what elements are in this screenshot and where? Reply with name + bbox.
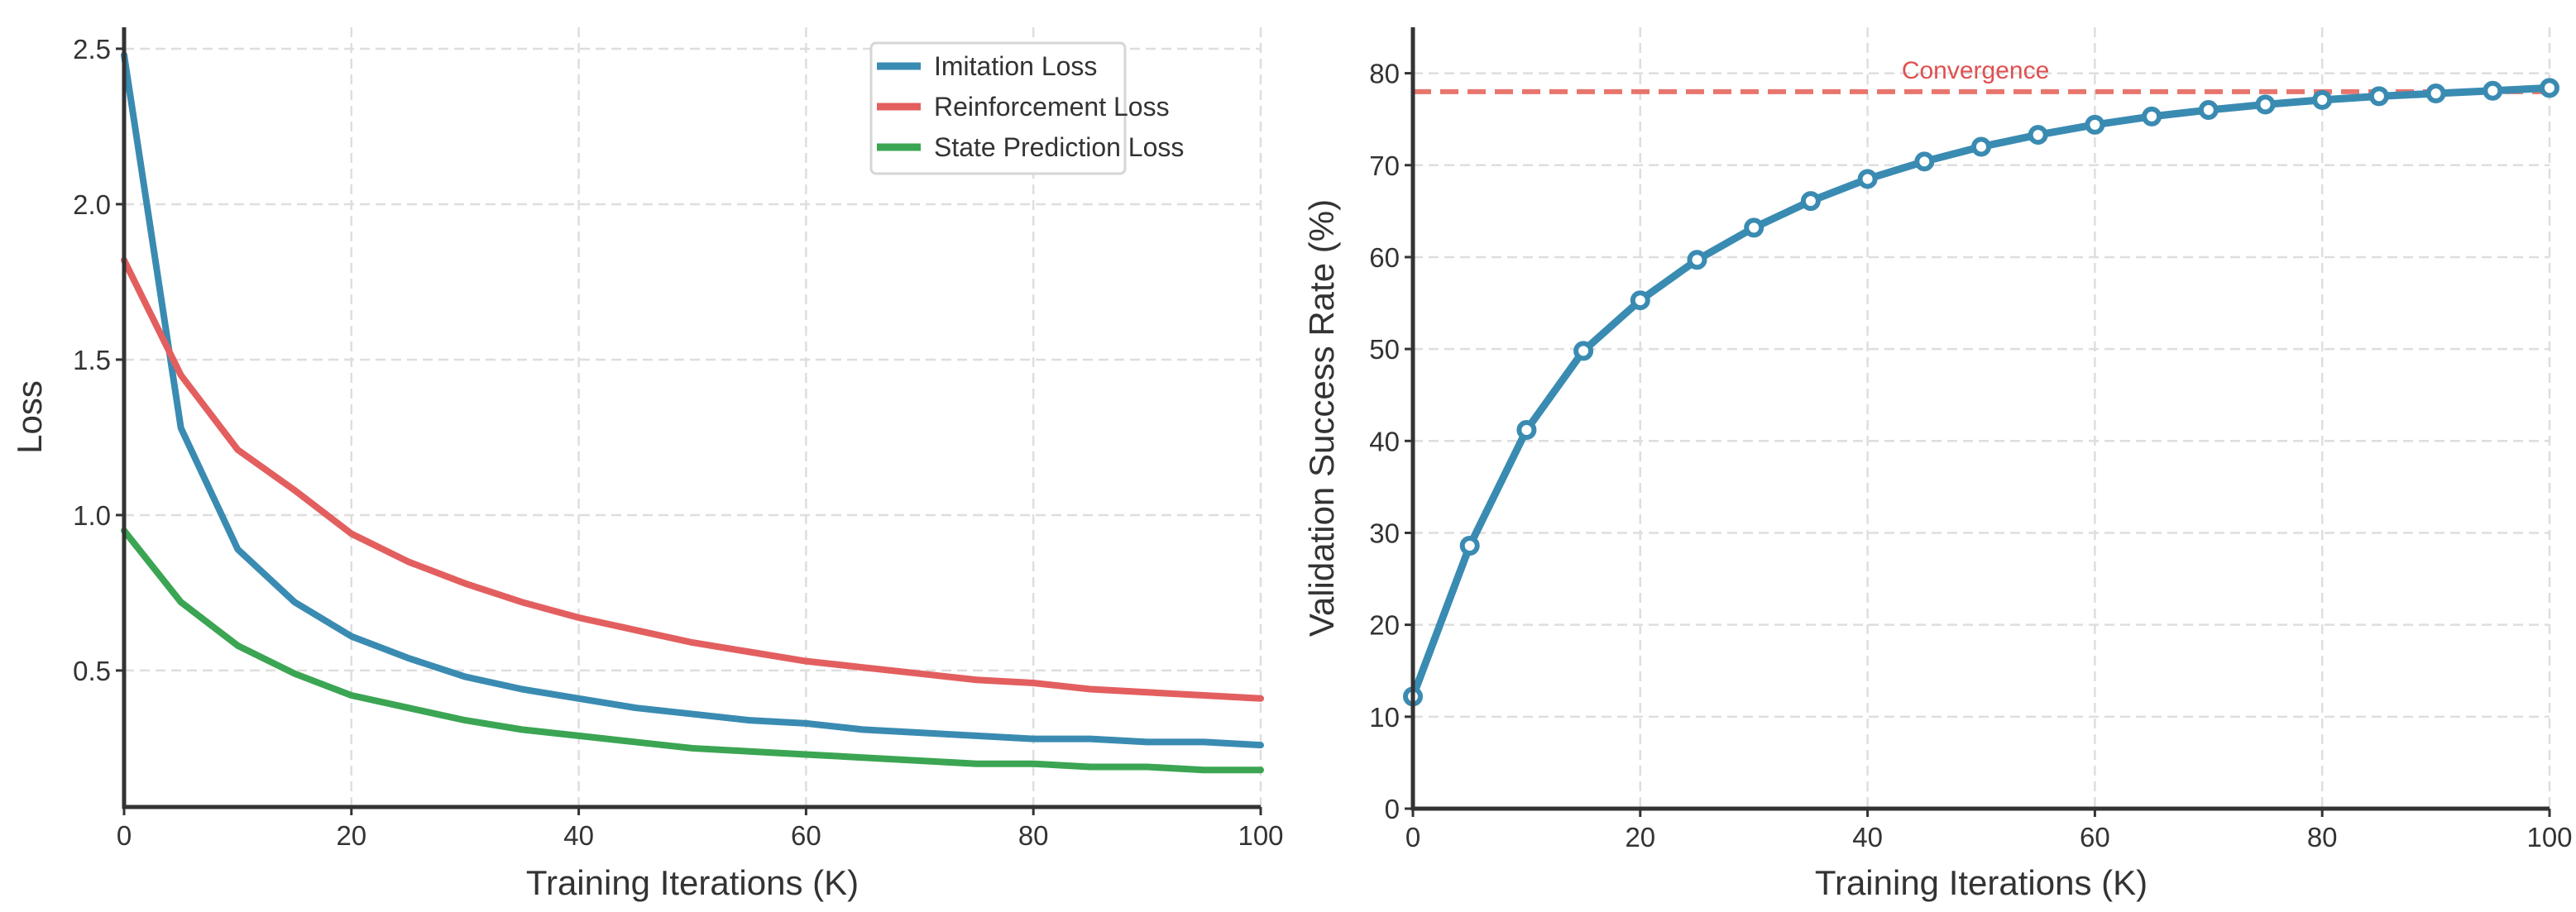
y-tick-label: 10 bbox=[1369, 702, 1400, 733]
x-tick-label: 100 bbox=[2526, 822, 2572, 852]
y-tick-label: 30 bbox=[1369, 518, 1400, 548]
convergence-label: Convergence bbox=[1902, 57, 2049, 84]
y-tick-label: 0.5 bbox=[73, 656, 111, 686]
y-tick-label: 2.5 bbox=[73, 34, 111, 64]
y-tick-label: 80 bbox=[1369, 59, 1400, 89]
x-tick-label: 60 bbox=[2080, 822, 2110, 852]
y-tick-label: 2.0 bbox=[73, 189, 111, 220]
data-point bbox=[1971, 136, 1991, 157]
data-point bbox=[1914, 151, 1935, 172]
x-axis-label: Training Iterations (K) bbox=[526, 863, 859, 902]
data-point bbox=[1857, 169, 1878, 189]
data-point bbox=[2483, 80, 2503, 101]
y-tick-label: 1.0 bbox=[73, 500, 111, 531]
loss-chart: 0 20 40 60 80 100 0.5 1.0 1.5 2.0 2.5 Training Iter… bbox=[10, 27, 1284, 902]
series-line-validation-success-rate bbox=[1409, 84, 2554, 700]
data-point bbox=[2368, 86, 2389, 107]
legend: Imitation Loss Reinforcement Loss State Pr… bbox=[869, 41, 1184, 175]
data-point bbox=[2028, 125, 2048, 146]
data-point bbox=[2142, 106, 2162, 127]
y-axis-label: Loss bbox=[10, 380, 49, 454]
data-point bbox=[2540, 78, 2559, 98]
data-point bbox=[1800, 191, 1821, 212]
legend-label: Imitation Loss bbox=[934, 51, 1097, 81]
x-tick-label: 80 bbox=[1018, 820, 1049, 851]
legend-label: State Prediction Loss bbox=[934, 132, 1184, 162]
series-line-imitation-loss bbox=[121, 51, 1264, 749]
x-tick-label: 100 bbox=[1238, 820, 1283, 851]
y-tick-label: 50 bbox=[1369, 334, 1400, 365]
x-tick-label: 0 bbox=[1405, 822, 1420, 852]
series-line-state-prediction-loss bbox=[121, 527, 1264, 774]
y-axis-label: Validation Success Rate (%) bbox=[1302, 199, 1341, 637]
y-tick-label: 1.5 bbox=[73, 345, 111, 375]
series-line-reinforcement-loss bbox=[121, 256, 1264, 702]
legend-box bbox=[869, 41, 1127, 175]
y-tick-label: 70 bbox=[1369, 150, 1400, 181]
data-point bbox=[2085, 114, 2105, 135]
data-point bbox=[1630, 290, 1650, 311]
y-tick-label: 20 bbox=[1369, 610, 1400, 641]
data-point bbox=[2425, 84, 2446, 104]
data-point bbox=[2312, 89, 2333, 110]
data-point bbox=[1516, 419, 1537, 440]
data-point bbox=[1459, 536, 1480, 556]
data-point bbox=[1687, 250, 1707, 270]
data-point bbox=[1573, 341, 1594, 361]
x-tick-label: 60 bbox=[791, 820, 821, 851]
data-point bbox=[1744, 217, 1764, 238]
data-point bbox=[2198, 100, 2219, 121]
y-tick-label: 40 bbox=[1369, 426, 1400, 456]
x-tick-label: 80 bbox=[2307, 822, 2338, 852]
x-tick-label: 40 bbox=[563, 820, 594, 851]
data-point bbox=[2255, 94, 2276, 115]
x-axis-label: Training Iterations (K) bbox=[1815, 863, 2147, 902]
x-tick-label: 0 bbox=[117, 820, 132, 851]
success-rate-chart: Convergence 0 20 40 60 80 100 0 10 20 30 40 50 60 70 80… bbox=[1302, 27, 2573, 902]
y-tick-label: 60 bbox=[1369, 242, 1400, 273]
x-tick-label: 20 bbox=[336, 820, 366, 851]
x-tick-label: 20 bbox=[1625, 822, 1655, 852]
legend-label: Reinforcement Loss bbox=[934, 92, 1170, 122]
x-tick-label: 40 bbox=[1852, 822, 1883, 852]
y-tick-label: 0 bbox=[1385, 794, 1400, 824]
